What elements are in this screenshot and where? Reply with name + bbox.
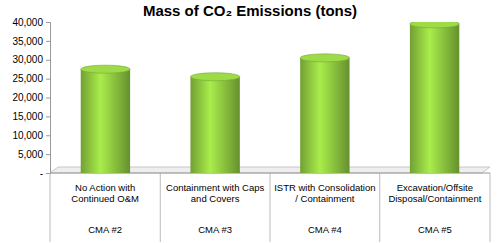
- y-tick-mark: [46, 98, 50, 99]
- category-separator: [50, 173, 51, 242]
- bar: [81, 69, 130, 173]
- y-tick-label: -: [40, 168, 43, 179]
- y-tick-mark: [46, 41, 50, 42]
- y-tick-label: 30,000: [12, 54, 43, 65]
- cylinder-top: [190, 73, 239, 81]
- y-tick-label: 25,000: [12, 73, 43, 84]
- bar: [190, 77, 239, 173]
- bar: [300, 58, 349, 173]
- y-tick-label: 15,000: [12, 111, 43, 122]
- y-tick-mark: [46, 60, 50, 61]
- cylinder-top: [300, 54, 349, 62]
- y-tick-mark: [46, 154, 50, 155]
- cylinder: [81, 65, 130, 173]
- y-tick-label: 20,000: [12, 92, 43, 103]
- cylinder: [410, 22, 459, 173]
- category-label: Containment with Capsand Covers: [166, 182, 264, 204]
- title: Mass of CO₂ Emissions (tons): [143, 2, 357, 19]
- y-tick: 20,000: [12, 92, 50, 103]
- bars: [81, 22, 460, 173]
- cylinder-top: [81, 65, 130, 73]
- bar: [410, 24, 459, 173]
- y-tick-mark: [46, 79, 50, 80]
- y-tick: 40,000: [12, 17, 50, 28]
- category-code: CMA #2: [88, 224, 122, 235]
- category-separator: [379, 173, 380, 242]
- y-tick-mark: [46, 116, 50, 117]
- category-label: No Action withContinued O&M: [71, 182, 139, 204]
- cylinder: [190, 73, 239, 173]
- y-tick: 10,000: [12, 130, 50, 141]
- y-tick: -: [40, 168, 50, 179]
- y-tick-label: 10,000: [12, 130, 43, 141]
- y-tick-mark: [46, 173, 50, 174]
- category-label: ISTR with Consolidation/ Containment: [274, 182, 375, 204]
- category-separator: [270, 173, 271, 242]
- chart: - 5,000 10,000 15,000 20,000 25,000 30,000 35,0…: [0, 0, 500, 243]
- category-code: CMA #5: [418, 224, 452, 235]
- cylinder: [300, 54, 349, 173]
- y-tick-label: 40,000: [12, 17, 43, 28]
- y-tick-label: 5,000: [18, 149, 43, 160]
- y-axis-line: [46, 23, 51, 174]
- category-code: CMA #3: [198, 224, 232, 235]
- y-tick: 25,000: [12, 73, 50, 84]
- y-tick: 15,000: [12, 111, 50, 122]
- category-separator: [160, 173, 161, 242]
- y-tick-mark: [46, 22, 50, 23]
- category-label: Excavation/OffsiteDisposal/Containment: [388, 182, 481, 204]
- y-tick: 30,000: [12, 54, 50, 65]
- category-separator: [490, 173, 491, 242]
- y-axis: - 5,000 10,000 15,000 20,000 25,000 30,000 35,0…: [12, 17, 50, 179]
- y-tick-label: 35,000: [12, 36, 43, 47]
- y-tick: 35,000: [12, 36, 50, 47]
- y-tick-mark: [46, 135, 50, 136]
- y-tick: 5,000: [18, 149, 50, 160]
- category-code: CMA #4: [308, 224, 342, 235]
- cylinder-top: [410, 22, 459, 28]
